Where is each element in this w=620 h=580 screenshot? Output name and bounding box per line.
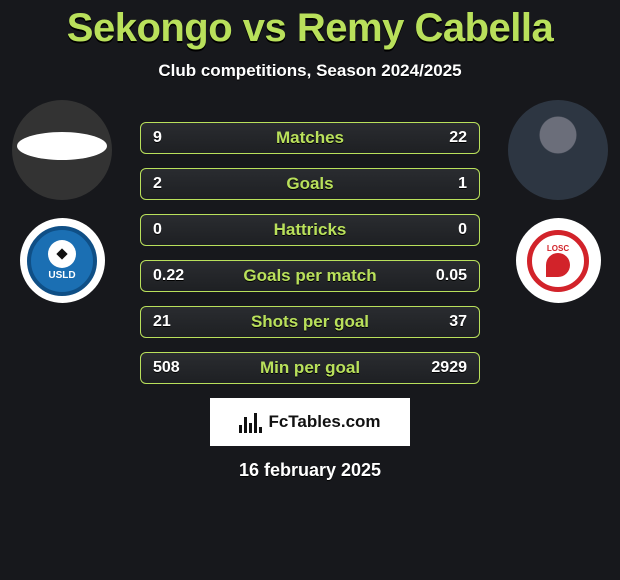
stat-left-value: 0.22 [153,267,184,285]
stat-row: 21 Shots per goal 37 [140,306,480,338]
brand-text: FcTables.com [268,412,380,432]
stat-label: Min per goal [141,358,479,378]
date-text: 16 february 2025 [140,460,480,481]
football-icon [48,240,76,268]
left-player-column: USLD [12,100,112,303]
stat-label: Hattricks [141,220,479,240]
stat-label: Goals per match [141,266,479,286]
badge-text: LOSC [547,244,569,253]
stat-right-value: 37 [449,313,467,331]
stat-right-value: 0.05 [436,267,467,285]
usld-badge-icon: USLD [27,226,97,296]
losc-badge-icon: LOSC [527,230,589,292]
stat-label: Shots per goal [141,312,479,332]
stat-left-value: 21 [153,313,171,331]
stat-row: 9 Matches 22 [140,122,480,154]
brand-box: FcTables.com [210,398,410,446]
stat-row: 0.22 Goals per match 0.05 [140,260,480,292]
stat-row: 508 Min per goal 2929 [140,352,480,384]
stat-left-value: 9 [153,129,162,147]
mastiff-icon [546,253,570,277]
left-player-portrait [12,100,112,200]
stat-right-value: 1 [458,175,467,193]
stat-right-value: 22 [449,129,467,147]
portrait-placeholder-icon [17,132,107,160]
stat-left-value: 508 [153,359,180,377]
right-club-badge: LOSC [516,218,601,303]
stat-left-value: 2 [153,175,162,193]
stat-left-value: 0 [153,221,162,239]
stat-right-value: 0 [458,221,467,239]
subtitle: Club competitions, Season 2024/2025 [0,61,620,81]
stat-right-value: 2929 [431,359,467,377]
stats-table: 9 Matches 22 2 Goals 1 0 Hattricks 0 0.2… [140,122,480,481]
right-player-column: LOSC [508,100,608,303]
left-club-badge: USLD [20,218,105,303]
bars-icon [239,411,262,433]
stat-label: Goals [141,174,479,194]
page-title: Sekongo vs Remy Cabella [0,0,620,51]
stat-label: Matches [141,128,479,148]
right-player-portrait [508,100,608,200]
stat-row: 0 Hattricks 0 [140,214,480,246]
stat-row: 2 Goals 1 [140,168,480,200]
badge-text: USLD [48,270,75,281]
